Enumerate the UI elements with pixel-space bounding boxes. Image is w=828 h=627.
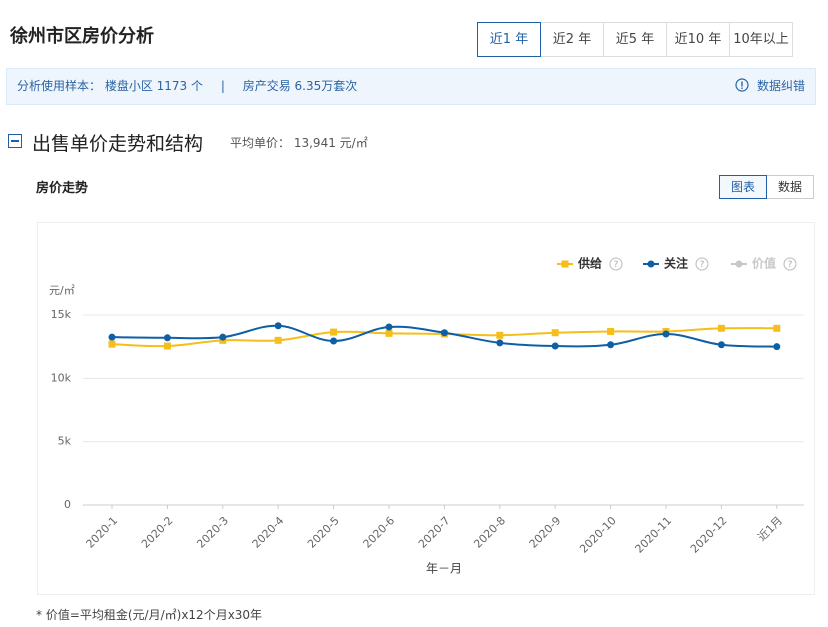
- x-tick-label: 2020-4: [250, 514, 287, 551]
- help-icon-mark: ?: [614, 260, 619, 270]
- x-axis-label: 年－月: [426, 562, 462, 576]
- legend-label: 关注: [664, 256, 688, 271]
- point: [496, 339, 504, 347]
- help-icon: [609, 257, 623, 271]
- legend-marker: [735, 260, 743, 268]
- point: [717, 341, 725, 349]
- point: [717, 324, 725, 332]
- point: [662, 330, 670, 338]
- x-tick-label: 近1月: [755, 514, 785, 544]
- tab[interactable]: 近1 年: [477, 22, 541, 57]
- point: [385, 329, 393, 337]
- correction-link[interactable]: 数据纠错: [735, 69, 805, 104]
- help-icon: [783, 257, 797, 271]
- point: [773, 343, 781, 351]
- point: [551, 342, 559, 350]
- legend-label: 价值: [752, 256, 776, 271]
- point: [108, 340, 116, 348]
- correction-text: 数据纠错: [756, 79, 805, 93]
- point: [551, 329, 559, 337]
- page-title: 徐州市区房价分析: [10, 26, 154, 47]
- x-tick-label: 2020-8: [471, 514, 508, 551]
- avg-value: 13,941 元/㎡: [293, 136, 368, 150]
- y-tick-label: 0: [64, 498, 71, 511]
- help-icon-mark: ?: [700, 260, 705, 270]
- legend-item[interactable]: 供给?: [557, 256, 623, 271]
- tab[interactable]: 近2 年: [540, 22, 604, 57]
- x-tick-label: 2020-5: [305, 514, 342, 551]
- point: [163, 334, 171, 342]
- tab[interactable]: 10年以上: [729, 22, 793, 57]
- y-tick-label: 5k: [58, 435, 72, 448]
- average-price: 平均单价： 13,941 元/㎡: [230, 134, 368, 151]
- range-tabs: 近1 年 近2 年 近5 年 近10 年 10年以上: [477, 22, 793, 57]
- point: [607, 327, 615, 335]
- collapse-icon[interactable]: [8, 134, 22, 148]
- x-tick-label: 2020-2: [139, 514, 176, 551]
- x-tick-label: 2020-12: [688, 514, 730, 556]
- x-tick-label: 2020-7: [416, 514, 453, 551]
- y-tick-label: 10k: [51, 371, 72, 384]
- view-toggle: 图表 数据: [719, 175, 814, 199]
- help-icon-mark: ?: [788, 260, 793, 270]
- footnote: * 价值=平均租金(元/月/㎡)x12个月x30年: [36, 608, 263, 622]
- view-button[interactable]: 图表: [719, 175, 767, 199]
- legend-item[interactable]: 关注?: [643, 256, 709, 271]
- x-tick-label: 2020-11: [633, 514, 675, 556]
- x-tick-label: 2020-10: [577, 514, 619, 556]
- point: [219, 333, 227, 341]
- panel-title: 房价走势: [36, 181, 89, 196]
- x-tick-label: 2020-3: [194, 514, 231, 551]
- view-button[interactable]: 数据: [766, 175, 814, 199]
- x-tick-label: 2020-6: [360, 514, 397, 551]
- y-unit: 元/㎡: [49, 284, 75, 297]
- point: [274, 336, 282, 344]
- point: [330, 337, 338, 345]
- point: [330, 328, 338, 336]
- point: [163, 342, 171, 350]
- sample-text: 分析使用样本： 楼盘小区 1173 个: [17, 79, 203, 93]
- point: [385, 323, 393, 331]
- chart: 元/㎡ 年－月 0 5k 10k 15k 2020-1 2020-2 2020-3 2020-…: [37, 222, 815, 595]
- point: [440, 329, 448, 337]
- x-tick-label: 2020-1: [83, 514, 120, 551]
- x-tick-label: 2020-9: [527, 514, 564, 551]
- help-icon: [695, 257, 709, 271]
- point: [274, 322, 282, 330]
- legend-marker: [561, 260, 569, 268]
- point: [108, 333, 116, 341]
- point: [607, 341, 615, 349]
- point: [496, 331, 504, 339]
- tab[interactable]: 近5 年: [603, 22, 667, 57]
- legend-label: 供给: [577, 256, 602, 271]
- legend-item[interactable]: 价值?: [731, 256, 797, 271]
- info-bar: 分析使用样本： 楼盘小区 1173 个 | 房产交易 6.35万套次 数据纠错: [6, 68, 816, 105]
- tab[interactable]: 近10 年: [666, 22, 730, 57]
- section-title: 出售单价走势和结构: [32, 133, 204, 155]
- trade-text: 房产交易 6.35万套次: [242, 79, 358, 93]
- legend-marker: [647, 260, 655, 268]
- separator: |: [220, 79, 225, 93]
- point: [773, 324, 781, 332]
- info-icon: [735, 78, 749, 92]
- avg-label: 平均单价：: [230, 136, 291, 150]
- y-tick-label: 15k: [51, 308, 72, 321]
